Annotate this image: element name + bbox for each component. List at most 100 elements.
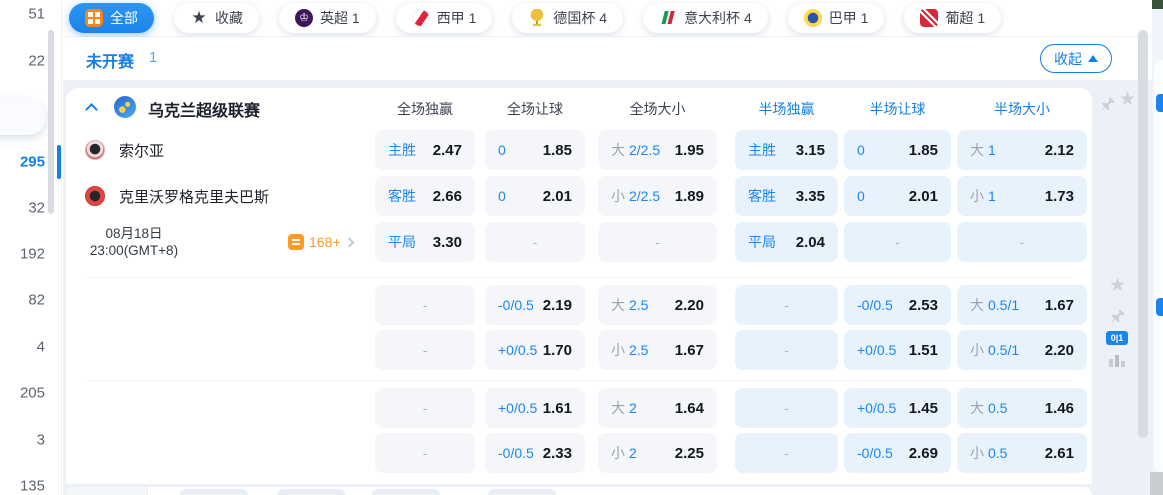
odds-cell[interactable]: 小 2.5 1.67	[598, 330, 717, 370]
collapse-button[interactable]: 收起	[1040, 44, 1112, 73]
odds-cell[interactable]: 主胜 3.15	[735, 130, 838, 170]
odds-cell[interactable]: +0/0.5 1.70	[485, 330, 585, 370]
sidebar-league-count[interactable]: 295	[19, 153, 45, 171]
odds-cell-empty[interactable]: -	[957, 222, 1087, 262]
odds-cell[interactable]: +0/0.5 1.45	[844, 388, 951, 428]
odds-label: 客胜	[748, 186, 776, 206]
odds-cell[interactable]: 小 0.5 2.61	[957, 433, 1087, 473]
odds-line: 客胜	[748, 188, 776, 204]
odds-cell[interactable]: -0/0.5 2.69	[844, 433, 951, 473]
sidebar-league-count[interactable]: 135	[19, 477, 45, 495]
sidebar-scrollbar[interactable]	[48, 30, 54, 214]
tab-laliga[interactable]: 西甲 1	[395, 3, 493, 33]
tab-portugal-league[interactable]: 葡超 1	[904, 3, 1002, 33]
tab-all-leagues[interactable]: 全部	[69, 3, 154, 33]
odds-cell-empty[interactable]: -	[485, 222, 585, 262]
odds-cell-empty[interactable]: -	[735, 285, 838, 325]
favorite-match-star-icon[interactable]: ★	[1109, 275, 1127, 296]
odds-cell[interactable]: +0/0.5 1.51	[844, 330, 951, 370]
odds-cell[interactable]: 大 2/2.5 1.95	[598, 130, 717, 170]
stats-chart-icon[interactable]	[1109, 353, 1125, 367]
tab-italy-cup[interactable]: 意大利杯 4	[643, 3, 768, 33]
odds-value: 2.53	[908, 296, 938, 314]
score-toggle-badge[interactable]: 0|1	[1106, 331, 1128, 345]
tab-premier-league[interactable]: ♔ 英超 1	[279, 3, 376, 33]
odds-cell[interactable]: -0/0.5 2.19	[485, 285, 585, 325]
odds-cell[interactable]: 小 2/2.5 1.89	[598, 176, 717, 216]
odds-cell[interactable]: 大 2.5 2.20	[598, 285, 717, 325]
odds-cell[interactable]: -0/0.5 2.33	[485, 433, 585, 473]
odds-cell[interactable]: +0/0.5 1.61	[485, 388, 585, 428]
odds-cell[interactable]: 大 2 1.64	[598, 388, 717, 428]
odds-cell[interactable]: -0/0.5 2.53	[844, 285, 951, 325]
tab-favorites-star[interactable]: ★ 收藏	[174, 3, 259, 33]
odds-line: 平局	[748, 234, 776, 250]
odds-label: 平局	[748, 232, 776, 252]
odds-value: 1.85	[908, 141, 938, 159]
odds-cell[interactable]: 0 2.01	[485, 176, 585, 216]
column-header: 半场独赢	[758, 101, 815, 117]
odds-cell[interactable]: 小 1 1.73	[957, 176, 1087, 216]
odds-value: 2.20	[1044, 341, 1074, 359]
empty-odds-dash: -	[422, 297, 428, 313]
ou-direction-label: 大	[970, 297, 984, 313]
more-markets-link[interactable]: 168+	[288, 222, 354, 262]
odds-cell-empty[interactable]: -	[844, 222, 951, 262]
sidebar-league-count[interactable]: 205	[19, 384, 45, 402]
odds-value: 1.95	[674, 141, 704, 159]
sidebar-league-count[interactable]: 51	[28, 5, 45, 23]
odds-cell[interactable]: 大 0.5/1 1.67	[957, 285, 1087, 325]
match-date: 08月18日	[105, 226, 163, 241]
empty-odds-dash: -	[422, 400, 428, 416]
sidebar-league-count[interactable]: 3	[36, 431, 45, 449]
odds-cell-empty[interactable]: -	[598, 222, 717, 262]
odds-cell-empty[interactable]: -	[375, 330, 475, 370]
odds-cell[interactable]: 0 1.85	[844, 130, 951, 170]
pin-icon[interactable]	[1100, 96, 1116, 117]
odds-cell-empty[interactable]: -	[375, 433, 475, 473]
sidebar-league-count[interactable]: 82	[28, 291, 45, 309]
odds-cell-empty[interactable]: -	[735, 388, 838, 428]
odds-cell[interactable]: 0 1.85	[485, 130, 585, 170]
away-team-name: 克里沃罗格克里夫巴斯	[119, 188, 270, 206]
tab-german-cup[interactable]: 德国杯 4	[512, 3, 624, 33]
chevron-up-icon[interactable]	[85, 103, 98, 116]
sidebar-league-count[interactable]: 4	[36, 338, 45, 356]
odds-value: 1.89	[674, 187, 704, 205]
odds-line: 1	[988, 188, 996, 204]
odds-cell[interactable]: 主胜 2.47	[375, 130, 475, 170]
laliga-icon	[411, 9, 430, 27]
odds-line: 0	[857, 142, 865, 158]
sidebar-league-count[interactable]: 32	[28, 199, 45, 217]
odds-cell-empty[interactable]: -	[375, 388, 475, 428]
italy-cup-icon	[656, 9, 680, 27]
odds-cell[interactable]: 平局 3.30	[375, 222, 475, 262]
odds-line: 1	[988, 142, 996, 158]
chevron-right-icon	[344, 237, 354, 247]
next-card-cell-top	[372, 489, 440, 495]
odds-cell-empty[interactable]: -	[735, 330, 838, 370]
odds-cell[interactable]: 客胜 3.35	[735, 176, 838, 216]
favorites-star-icon: ★	[191, 8, 207, 27]
sidebar-league-count[interactable]: 22	[28, 52, 45, 70]
odds-label: 主胜	[748, 140, 776, 160]
odds-cell[interactable]: 小 2 2.25	[598, 433, 717, 473]
odds-cell[interactable]: 大 1 2.12	[957, 130, 1087, 170]
odds-cell-empty[interactable]: -	[735, 433, 838, 473]
odds-value: 2.69	[908, 444, 938, 462]
sidebar-league-count[interactable]: 192	[19, 245, 45, 263]
favorite-star-icon[interactable]: ★	[1119, 89, 1137, 110]
next-league-card-partial	[66, 487, 1092, 495]
pin-match-icon[interactable]	[1110, 308, 1126, 329]
odds-cell[interactable]: 0 2.01	[844, 176, 951, 216]
odds-cell[interactable]: 小 0.5/1 2.20	[957, 330, 1087, 370]
odds-cell[interactable]: 平局 2.04	[735, 222, 838, 262]
tab-brazil-serie-a[interactable]: 巴甲 1	[787, 3, 885, 33]
odds-cell[interactable]: 客胜 2.66	[375, 176, 475, 216]
odds-cell-empty[interactable]: -	[375, 285, 475, 325]
odds-cell[interactable]: 大 0.5 1.46	[957, 388, 1087, 428]
sidebar-collapsed-pill[interactable]	[0, 99, 46, 135]
main-scrollbar[interactable]	[1138, 30, 1148, 438]
odds-value: 3.15	[795, 141, 825, 159]
